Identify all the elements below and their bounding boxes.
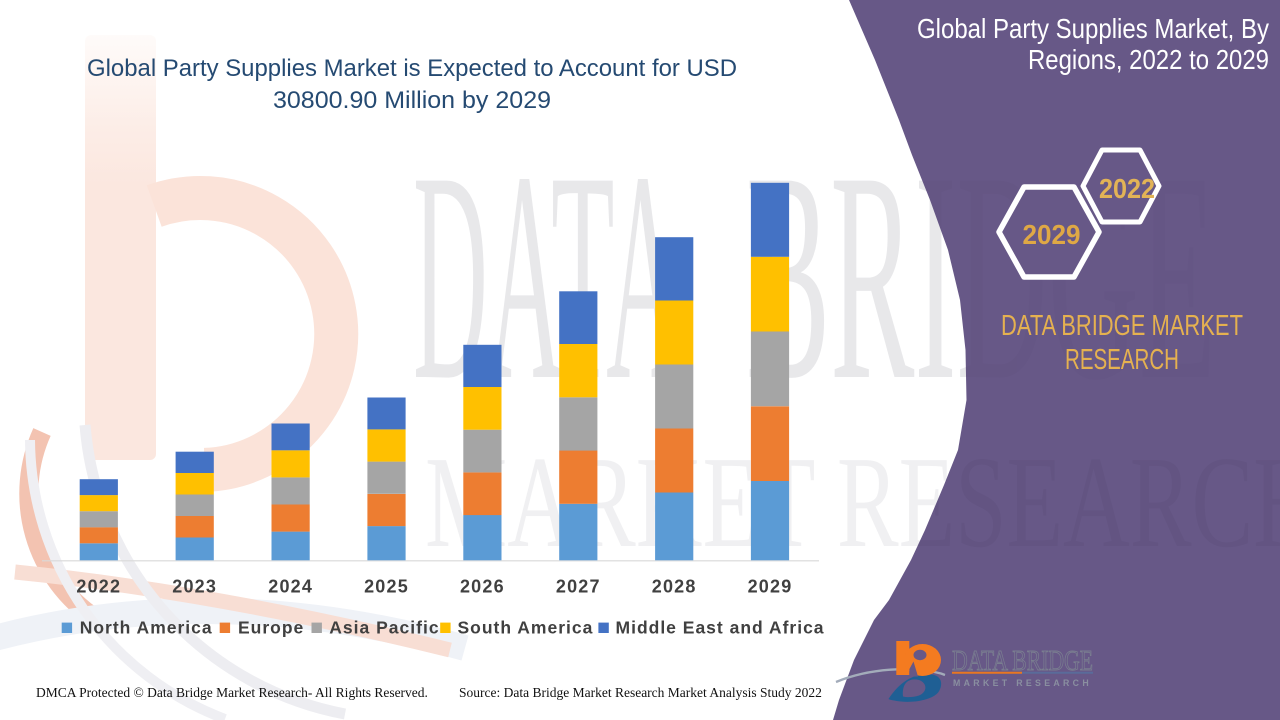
svg-text:2025: 2025 <box>364 577 409 597</box>
svg-text:2028: 2028 <box>652 577 697 597</box>
svg-text:Global Party Supplies Market i: Global Party Supplies Market is Expected… <box>87 55 737 82</box>
svg-text:Middle East and Africa: Middle East and Africa <box>616 618 825 638</box>
svg-text:2027: 2027 <box>556 577 601 597</box>
svg-text:South America: South America <box>458 618 594 638</box>
svg-text:North America: North America <box>80 618 213 638</box>
svg-text:Source: Data Bridge Market Res: Source: Data Bridge Market Research Mark… <box>459 685 822 700</box>
svg-text:2024: 2024 <box>268 577 313 597</box>
svg-text:2022: 2022 <box>76 577 121 597</box>
svg-text:DMCA Protected © Data Bridge M: DMCA Protected © Data Bridge Market Rese… <box>36 685 428 700</box>
svg-text:DATA BRIDGE MARKET: DATA BRIDGE MARKET <box>1001 310 1243 342</box>
svg-text:Asia Pacific: Asia Pacific <box>329 618 439 638</box>
svg-text:Global Party Supplies Market,: Global Party Supplies Market, By <box>917 13 1269 44</box>
svg-text:2026: 2026 <box>460 577 505 597</box>
svg-text:Europe: Europe <box>238 618 304 638</box>
svg-text:MARKET RESEARCH: MARKET RESEARCH <box>953 678 1092 688</box>
svg-text:2022: 2022 <box>1099 173 1155 204</box>
svg-text:Regions, 2022 to 2029: Regions, 2022 to 2029 <box>1028 44 1269 75</box>
svg-text:2029: 2029 <box>1023 219 1081 250</box>
svg-text:2023: 2023 <box>172 577 217 597</box>
svg-text:RESEARCH: RESEARCH <box>1065 344 1179 376</box>
svg-text:DATA: DATA <box>413 111 681 442</box>
svg-text:2029: 2029 <box>748 577 793 597</box>
svg-text:30800.90 Million by 2029: 30800.90 Million by 2029 <box>273 87 551 114</box>
